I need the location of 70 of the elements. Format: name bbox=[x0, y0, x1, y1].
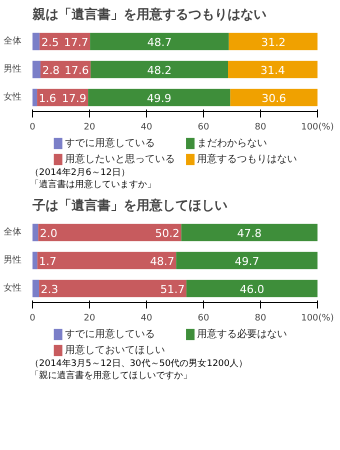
y-tick-label: 男性 bbox=[4, 64, 22, 74]
legend-label: 用意する必要はない bbox=[197, 328, 288, 340]
data-label: 31.4 bbox=[260, 64, 286, 77]
bar bbox=[181, 224, 318, 242]
data-label: 30.6 bbox=[262, 92, 286, 105]
y-tick-label: 女性 bbox=[4, 92, 22, 102]
legend-label: すでに用意している bbox=[64, 137, 155, 149]
text: （2014年3月5～12日、30代～50代の男女1200人） bbox=[30, 358, 248, 370]
bar bbox=[90, 32, 229, 50]
bar bbox=[32, 88, 38, 106]
x-tick-label: 0 bbox=[30, 122, 36, 132]
data-label: 17.7 bbox=[64, 36, 88, 49]
data-label: 2.0 bbox=[40, 227, 58, 240]
data-label: 31.2 bbox=[261, 36, 286, 49]
text: 「親に遺言書を用意してほしいですか」 bbox=[30, 370, 192, 382]
legend-label: 用意したいと思っている bbox=[64, 153, 175, 165]
y-tick-label: 全体 bbox=[4, 36, 22, 46]
x-tick-label: 100(%) bbox=[301, 314, 334, 324]
y-tick-label: 女性 bbox=[4, 282, 22, 294]
data-label: 48.7 bbox=[150, 255, 174, 268]
chart-title: 子は「遺言書」を用意してほしい bbox=[32, 198, 228, 214]
legend-label: 用意するつもりはない bbox=[197, 153, 298, 165]
x-tick-label: 100(%) bbox=[301, 122, 334, 132]
data-label: 1.6 bbox=[38, 92, 56, 105]
x-tick-label: 80 bbox=[254, 314, 266, 324]
y-tick-label: 全体 bbox=[4, 226, 22, 238]
data-label: 2.5 bbox=[41, 36, 59, 49]
legend-label: 用意しておいてほしい bbox=[64, 344, 165, 356]
x-tick-label: 40 bbox=[140, 122, 152, 132]
data-label: 48.2 bbox=[147, 64, 172, 77]
y-tick-label: 男性 bbox=[4, 254, 22, 266]
data-label: 1.7 bbox=[39, 255, 57, 268]
bar bbox=[90, 60, 228, 78]
data-label: 51.7 bbox=[160, 283, 185, 296]
data-label: 47.8 bbox=[237, 227, 262, 240]
bar bbox=[32, 32, 40, 50]
text: （2014年2月6～12日） bbox=[30, 167, 130, 179]
x-tick-label: 20 bbox=[84, 314, 96, 324]
x-tick-label: 60 bbox=[198, 314, 210, 324]
bar bbox=[38, 224, 182, 242]
bar bbox=[176, 252, 318, 270]
data-label: 17.9 bbox=[62, 92, 86, 105]
chart-title: 親は「遺言書」を用意するつもりはない bbox=[32, 6, 266, 22]
x-tick-label: 80 bbox=[254, 122, 266, 132]
bar bbox=[228, 32, 318, 50]
bar bbox=[32, 224, 38, 242]
data-label: 17.6 bbox=[64, 64, 89, 77]
legend-label: すでに用意している bbox=[64, 328, 155, 340]
bar bbox=[230, 88, 318, 106]
data-label: 49.9 bbox=[146, 92, 172, 105]
legend-label: まだわからない bbox=[197, 138, 268, 149]
bar bbox=[228, 60, 318, 78]
bar bbox=[32, 60, 40, 78]
data-label: 48.7 bbox=[147, 36, 172, 49]
bar bbox=[186, 280, 318, 298]
bar bbox=[37, 252, 176, 270]
data-label: 2.8 bbox=[42, 64, 60, 77]
bar bbox=[39, 280, 186, 298]
x-tick-label: 40 bbox=[140, 314, 152, 324]
data-label: 2.3 bbox=[40, 283, 58, 296]
data-label: 50.2 bbox=[155, 227, 180, 240]
text: 「遺言書は用意していますか」 bbox=[30, 179, 156, 191]
x-tick-label: 60 bbox=[198, 122, 210, 132]
x-tick-label: 20 bbox=[84, 122, 96, 132]
x-tick-label: 0 bbox=[30, 314, 36, 324]
bar bbox=[32, 280, 40, 298]
data-label: 49.7 bbox=[234, 255, 260, 268]
data-label: 46.0 bbox=[240, 283, 264, 296]
bar bbox=[88, 88, 230, 106]
bar bbox=[32, 252, 38, 270]
